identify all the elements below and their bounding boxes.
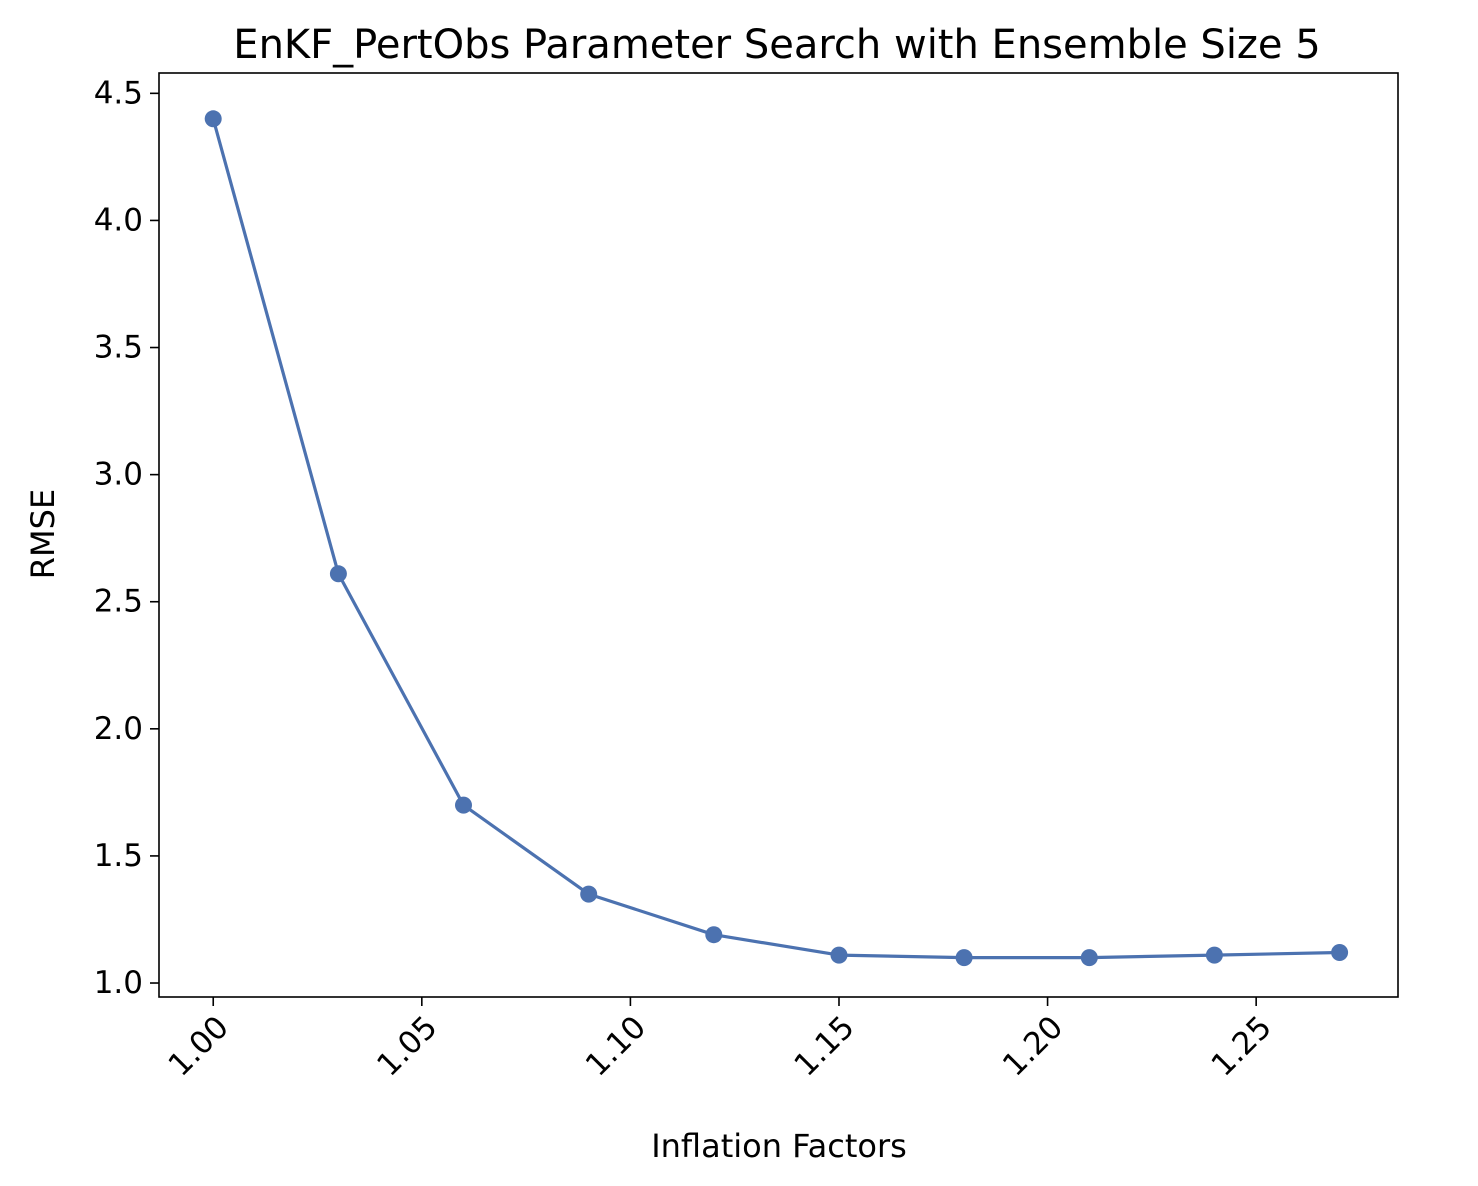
- y-axis-title: RMSE: [24, 489, 62, 579]
- data-point: [1331, 944, 1349, 961]
- y-tick-label: 1.5: [94, 838, 143, 874]
- data-point: [955, 949, 973, 967]
- x-tick-label: 1.00: [162, 1009, 236, 1083]
- data-point: [1205, 946, 1223, 964]
- x-tick-label: 1.05: [370, 1009, 444, 1083]
- y-tick-label: 4.0: [94, 202, 143, 238]
- data-point: [329, 565, 347, 583]
- plot-area: [158, 72, 1399, 998]
- y-axis-ticks: 1.0 1.5 2.0 2.5 3.0 3.5 4.0 4.5: [94, 75, 159, 1001]
- y-tick-label: 3.0: [94, 457, 143, 493]
- data-point: [455, 796, 472, 814]
- data-point: [1080, 949, 1098, 967]
- x-tick-label: 1.20: [996, 1009, 1070, 1083]
- data-point: [204, 110, 222, 128]
- y-tick-label: 4.5: [94, 75, 143, 111]
- chart-title: EnKF_PertObs Parameter Search with Ensem…: [233, 22, 1320, 68]
- y-tick-label: 2.5: [94, 584, 143, 620]
- data-point: [830, 946, 848, 964]
- x-axis-ticks: 1.00 1.05 1.10 1.15 1.20 1.25: [162, 997, 1279, 1083]
- x-tick-label: 1.10: [579, 1009, 653, 1083]
- x-axis-title: Inflation Factors: [651, 1127, 907, 1165]
- y-tick-label: 1.0: [94, 965, 143, 1001]
- data-point: [705, 926, 723, 944]
- y-tick-label: 2.0: [94, 711, 143, 747]
- x-tick-label: 1.25: [1205, 1009, 1279, 1083]
- axes-frame: [158, 72, 1399, 998]
- y-tick-label: 3.5: [94, 330, 143, 366]
- data-point: [580, 885, 598, 903]
- x-tick-label: 1.15: [787, 1009, 861, 1083]
- series-line: [211, 117, 1342, 960]
